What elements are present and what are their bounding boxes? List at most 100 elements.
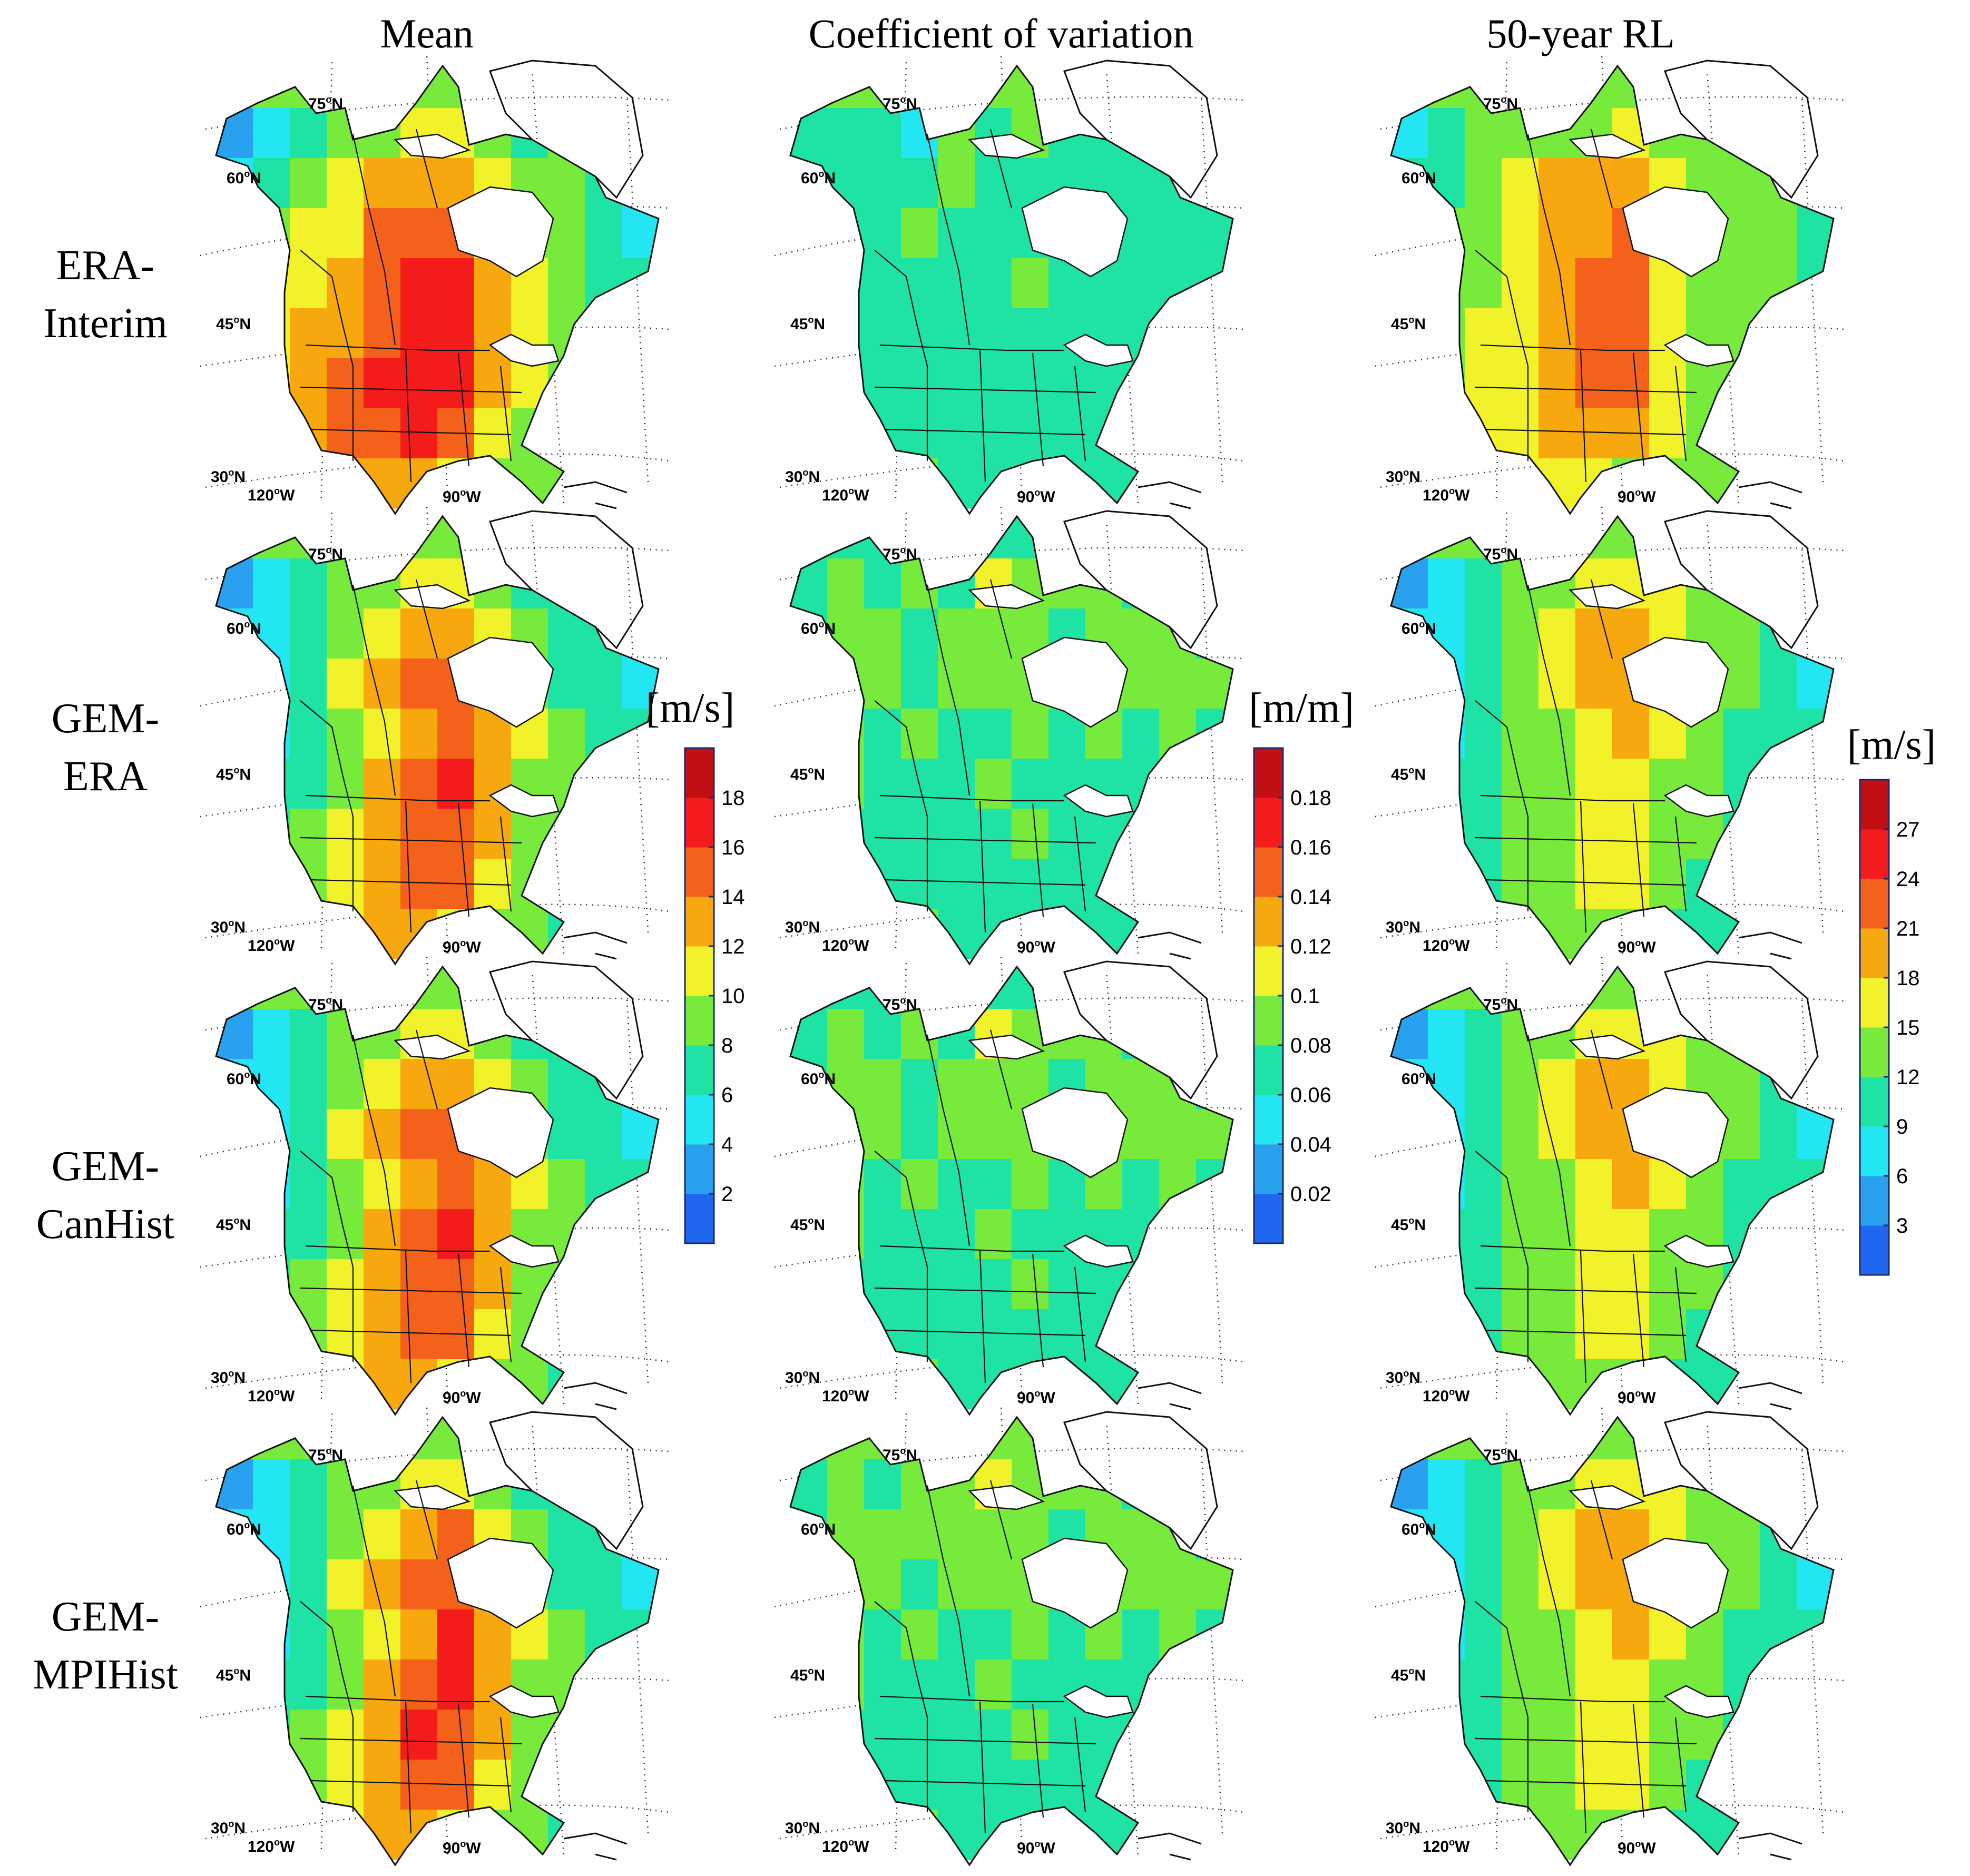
grid-cell — [290, 759, 327, 809]
grid-cell — [901, 608, 938, 659]
grid-cell — [1502, 1609, 1539, 1660]
grid-cell — [901, 408, 938, 459]
hudson-bay — [447, 1537, 554, 1629]
grid-cell — [253, 1109, 290, 1160]
grid-cell — [511, 458, 548, 509]
colorbar-swatch — [1860, 1077, 1889, 1127]
grid-cell — [1159, 1459, 1197, 1510]
grid-cell — [901, 1009, 938, 1059]
grid-cell — [1502, 1309, 1539, 1360]
grid-cell — [1159, 208, 1197, 259]
grid-cell — [1538, 1559, 1576, 1610]
greenland-outline — [1063, 60, 1218, 199]
grid-cell — [437, 1710, 475, 1760]
grid-cell — [548, 1559, 585, 1610]
grid-cell — [364, 1009, 401, 1059]
grid-cell — [827, 358, 865, 409]
lon-label-120w: 120oW — [822, 1837, 869, 1855]
colorbar-swatch — [685, 1194, 714, 1244]
grid-cell — [938, 158, 975, 209]
grid-cell — [1797, 1760, 1834, 1810]
grid-cell — [474, 108, 512, 159]
lat-label-45n: 45oN — [1391, 1666, 1426, 1684]
political-borders — [300, 1480, 522, 1834]
grid-cell — [1159, 108, 1197, 159]
grid-cell — [975, 859, 1012, 909]
grid-cell — [1159, 1760, 1197, 1810]
lon-label-120w: 120oW — [822, 1387, 869, 1405]
grid-cell — [290, 1710, 327, 1760]
grid-cell — [790, 709, 828, 759]
colorbar-swatch — [1860, 1126, 1889, 1176]
grid-cell — [790, 258, 828, 309]
grid-cell — [1159, 558, 1197, 609]
grid-cell — [1502, 1259, 1539, 1310]
grid-cell — [364, 1259, 401, 1310]
grid-cell — [864, 308, 901, 359]
grid-cell — [1465, 1459, 1502, 1510]
arctic-channel — [394, 1485, 471, 1510]
colorbar-swatch — [685, 847, 714, 897]
grid-cell — [938, 1760, 975, 1810]
grid-cell — [622, 1159, 659, 1210]
grid-cell — [1502, 558, 1539, 609]
grid-cell — [1428, 1109, 1465, 1160]
grid-cell — [253, 1760, 290, 1810]
grid-cell — [474, 558, 512, 609]
grid-cell — [216, 258, 253, 309]
lat-label-75n: 75oN — [308, 545, 343, 563]
row-label-gem-canhist: GEM- CanHist — [36, 1143, 174, 1248]
grid-cell — [327, 258, 364, 309]
grid-cell — [1723, 1760, 1760, 1810]
grid-cell — [364, 108, 401, 159]
grid-cell — [1122, 1609, 1160, 1660]
grid-cell — [216, 1710, 253, 1760]
grid-cell — [1575, 1309, 1613, 1360]
grid-cell — [938, 1509, 975, 1560]
grid-cell — [216, 659, 253, 709]
grid-cell — [1391, 1159, 1428, 1210]
grid-cell — [622, 859, 659, 909]
grid-cell — [364, 358, 401, 409]
grid-cell — [1391, 659, 1428, 709]
grid-cell — [1538, 458, 1576, 509]
coastline — [1390, 1416, 1835, 1867]
grid-cell — [548, 608, 585, 659]
grid-cell — [400, 1609, 438, 1660]
grid-cell — [1428, 108, 1465, 159]
grid-cell — [216, 1609, 253, 1660]
grid-cell — [1465, 759, 1502, 809]
grid-cell — [327, 1710, 364, 1760]
grid-cell — [400, 408, 438, 459]
grid-cell — [1122, 1509, 1160, 1560]
grid-cell — [474, 1459, 512, 1510]
column-title-rl: 50-year RL — [1486, 11, 1674, 56]
data-grid — [216, 516, 659, 959]
grid-cell — [400, 208, 438, 259]
political-borders — [1475, 1029, 1697, 1383]
grid-cell — [1465, 1259, 1502, 1310]
grid-cell — [253, 1459, 290, 1510]
grid-cell — [437, 1259, 475, 1310]
grid-cell — [1502, 809, 1539, 859]
colorbar-swatch — [1860, 1176, 1889, 1226]
grid-cell — [511, 1359, 548, 1410]
grid-cell — [216, 1559, 253, 1610]
grid-cell — [790, 1609, 828, 1660]
grid-cell — [1723, 659, 1760, 709]
grid-cell — [1538, 909, 1576, 959]
grid-cell — [975, 1159, 1012, 1210]
grid-cell — [437, 258, 475, 309]
colorbar-swatch — [1254, 1194, 1283, 1244]
caribbean-outline — [563, 1832, 628, 1861]
grid-cell — [1649, 1259, 1687, 1310]
grid-cell — [1723, 408, 1760, 459]
data-grid — [1391, 516, 1834, 959]
grid-cell — [1465, 1710, 1502, 1760]
colorbar-tick-label: 0.18 — [1290, 787, 1331, 810]
colorbar-mean: [m/s] 2 4 6 8 10 12 14 16 18 — [646, 685, 745, 1244]
grid-cell — [253, 1710, 290, 1760]
grid-cell — [1012, 709, 1049, 759]
